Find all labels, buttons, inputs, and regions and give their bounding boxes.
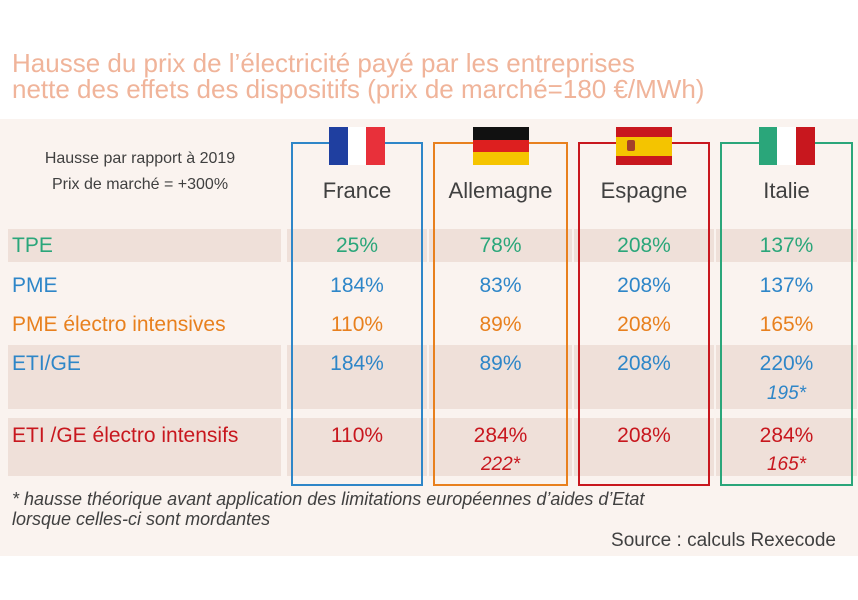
cell-france-row-2: 110%: [330, 313, 384, 336]
cell-france-row-4: 110%: [330, 424, 384, 447]
cell-espagne-row-3: 208%: [617, 352, 671, 375]
title-line-2: nette des effets des dispositifs (prix d…: [12, 74, 705, 104]
cell-france-row-0: 25%: [335, 234, 379, 257]
column-band-espagne: [574, 418, 714, 476]
cell-espagne-row-1: 208%: [617, 274, 671, 297]
cell-allemagne-row-2: 89%: [479, 313, 522, 336]
cell-france-row-3: 184%: [330, 352, 384, 375]
column-band-france: [287, 345, 427, 409]
column-band-espagne: [574, 229, 714, 262]
row-band-tpe: [8, 229, 281, 262]
cell-espagne-row-4: 208%: [617, 424, 671, 447]
cell-espagne-row-0: 208%: [617, 234, 671, 257]
cell-italie-row-1: 137%: [759, 274, 814, 297]
country-name-espagne: Espagne: [600, 178, 688, 203]
cell-espagne-row-2: 208%: [617, 313, 671, 336]
flag-espagne-icon: [616, 127, 672, 165]
cell-italie-row-3: 220%: [759, 352, 814, 375]
cell-allemagne-row-4: 284%: [473, 424, 528, 447]
column-band-france: [287, 229, 427, 262]
column-band-italie: [716, 418, 857, 476]
table-panel: [0, 119, 858, 556]
column-band-allemagne: [429, 345, 572, 409]
cell-note-italie-row-4: 165*: [766, 454, 807, 475]
row-label-eti-electro: ETI /GE électro intensifs: [12, 424, 239, 447]
column-band-espagne: [574, 345, 714, 409]
chart-title: Hausse du prix de l’électricité payé par…: [12, 50, 852, 102]
row-label-tpe: TPE: [12, 234, 53, 257]
column-band-allemagne: [429, 229, 572, 262]
cell-allemagne-row-1: 83%: [479, 274, 522, 297]
cell-allemagne-row-0: 78%: [479, 234, 522, 257]
footnote-line-1: * hausse théorique avant application des…: [12, 489, 645, 509]
cell-france-row-1: 184%: [330, 274, 384, 297]
column-band-allemagne: [429, 418, 572, 476]
column-band-italie: [716, 345, 857, 409]
source-text: Source : calculs Rexecode: [611, 530, 836, 551]
note-line-1: Hausse par rapport à 2019: [44, 150, 236, 167]
flag-italie-icon: [758, 127, 815, 165]
flag-france-icon: [329, 127, 386, 165]
cell-italie-row-4: 284%: [759, 424, 814, 447]
row-label-pme: PME: [12, 274, 58, 297]
cell-allemagne-row-3: 89%: [479, 352, 522, 375]
country-name-allemagne: Allemagne: [448, 178, 553, 203]
flag-allemagne-icon: [472, 127, 529, 166]
row-label-pme-electro: PME électro intensives: [12, 313, 226, 336]
country-name-france: France: [322, 178, 392, 203]
cell-note-allemagne-row-4: 222*: [480, 454, 521, 475]
title-line-1: Hausse du prix de l’électricité payé par…: [12, 48, 635, 78]
column-band-france: [287, 418, 427, 476]
footnote: * hausse théorique avant application des…: [12, 489, 852, 529]
row-label-eti: ETI/GE: [12, 352, 81, 375]
row-band-eti-electro: [8, 418, 281, 476]
column-band-italie: [716, 229, 857, 262]
spain-emblem-icon: [627, 140, 635, 151]
country-name-italie: Italie: [763, 178, 810, 203]
cell-italie-row-2: 165%: [759, 313, 814, 336]
cell-italie-row-0: 137%: [759, 234, 814, 257]
note-line-2: Prix de marché = +300%: [51, 176, 229, 193]
cell-note-italie-row-3: 195*: [766, 383, 807, 404]
row-band-eti: [8, 345, 281, 409]
note-hausse: Hausse par rapport à 2019 Prix de marché…: [15, 146, 265, 198]
footnote-line-2: lorsque celles-ci sont mordantes: [12, 509, 271, 529]
